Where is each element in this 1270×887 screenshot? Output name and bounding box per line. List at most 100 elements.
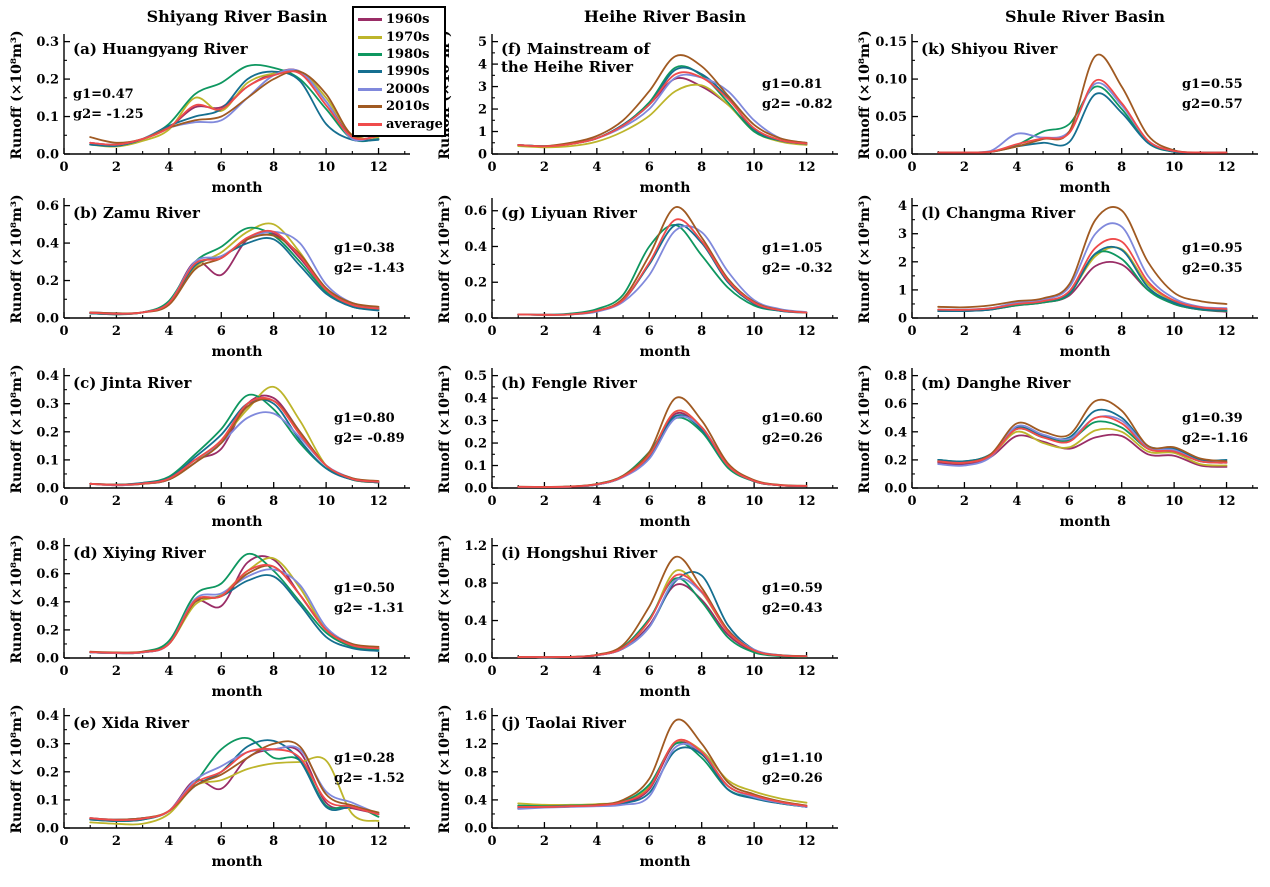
y-tick-label: 0.6 (36, 199, 59, 214)
x-tick-label: 6 (217, 664, 226, 679)
subplot-svg-b: 0 2 4 6 8 10 12 0.0 0.2 0.4 0.6 Runoff (×10⁸m³) mont… (9, 194, 410, 360)
g1-value-l: g1=0.95 (1182, 241, 1243, 256)
subplot-title-d: (d) Xiying River (73, 544, 207, 562)
x-axis-title: month (640, 854, 691, 870)
legend-label: average (386, 116, 443, 132)
y-tick-label: 2 (478, 103, 487, 118)
x-tick-label: 0 (907, 324, 916, 339)
series-line-average (937, 238, 1228, 311)
legend-item-2010s: 2010s (358, 98, 440, 115)
x-tick-label: 0 (59, 324, 68, 339)
x-tick-label: 6 (645, 834, 654, 849)
g2-value-g: g2= -0.32 (762, 261, 833, 276)
y-tick-label: 0.2 (36, 765, 59, 780)
series-line-average (937, 78, 1228, 154)
series-line-average (89, 229, 380, 315)
x-tick-label: 6 (645, 160, 654, 175)
subplot-title-h: (h) Fengle River (501, 374, 638, 392)
subplot-c: 0 2 4 6 8 10 12 0.0 0.1 0.2 0.3 0.4 Runoff (×10⁸m³) m… (8, 356, 420, 536)
subplot-title-k: (k) Shiyou River (921, 40, 1059, 58)
x-tick-label: 2 (540, 494, 549, 509)
legend-line-swatch (358, 122, 382, 126)
g1-value-c: g1=0.80 (334, 411, 395, 426)
x-tick-label: 12 (797, 494, 815, 509)
x-tick-label: 6 (217, 160, 226, 175)
y-tick-label: 0.8 (36, 539, 59, 554)
subplot-svg-m: 0 2 4 6 8 10 12 0.0 0.2 0.4 0.6 0.8 Runoff (×10⁸m³) m… (857, 364, 1258, 530)
subplot-svg-d: 0 2 4 6 8 10 12 0.0 0.2 0.4 0.6 0.8 Runoff (×10⁸m³) m… (9, 534, 410, 700)
legend-label: 1990s (386, 64, 430, 80)
subplot-title-m: (m) Danghe River (921, 374, 1072, 392)
y-axis-title: Runoff (×10⁸m³) (857, 30, 873, 159)
y-tick-label: 0.3 (36, 397, 59, 412)
x-tick-label: 0 (487, 324, 496, 339)
y-tick-label: 0.6 (884, 397, 907, 412)
x-tick-label: 2 (960, 160, 969, 175)
x-tick-label: 12 (369, 834, 387, 849)
y-tick-label: 0.0 (464, 652, 487, 667)
g1-value-g: g1=1.05 (762, 241, 823, 256)
x-tick-label: 0 (487, 834, 496, 849)
y-tick-label: 0.4 (36, 595, 59, 610)
g1-value-e: g1=0.28 (334, 751, 395, 766)
legend-line-swatch (358, 70, 382, 74)
y-tick-label: 0.2 (36, 425, 59, 440)
y-tick-label: 0.0 (464, 482, 487, 497)
x-tick-label: 4 (592, 324, 601, 339)
legend-item-1960s: 1960s (358, 11, 440, 28)
x-axis-title: month (212, 514, 263, 530)
y-axis-title: Runoff (×10⁸m³) (9, 30, 25, 159)
y-tick-label: 0.4 (464, 392, 487, 407)
y-tick-label: 0.4 (884, 425, 907, 440)
legend-label: 2010s (386, 99, 430, 115)
g1-value-d: g1=0.50 (334, 581, 395, 596)
subplot-svg-f: Heihe River Basin024681012012345Runoff (… (437, 7, 838, 196)
x-tick-label: 2 (112, 664, 121, 679)
x-tick-label: 4 (1012, 494, 1021, 509)
x-tick-label: 4 (592, 664, 601, 679)
g2-value-h: g2=0.26 (762, 431, 823, 446)
y-tick-label: 0.4 (36, 369, 59, 384)
x-axis-title: month (1060, 344, 1111, 360)
x-tick-label: 8 (697, 160, 706, 175)
legend-label: 1970s (386, 29, 430, 45)
g2-value-l: g2=0.35 (1182, 261, 1243, 276)
g1-value-f: g1=0.81 (762, 77, 823, 92)
x-tick-label: 10 (317, 160, 335, 175)
x-tick-label: 6 (217, 494, 226, 509)
x-tick-label: 4 (164, 324, 173, 339)
x-tick-label: 12 (797, 834, 815, 849)
y-tick-label: 0.3 (36, 35, 59, 50)
y-tick-label: 0.1 (464, 459, 487, 474)
legend-item-2000s: 2000s (358, 81, 440, 98)
x-tick-label: 12 (369, 324, 387, 339)
x-tick-label: 8 (269, 664, 278, 679)
x-axis-title: month (212, 180, 263, 196)
x-tick-label: 12 (797, 160, 815, 175)
g1-value-b: g1=0.38 (334, 241, 395, 256)
g1-value-k: g1=0.55 (1182, 77, 1243, 92)
y-tick-label: 0.4 (464, 793, 487, 808)
series-line-average (937, 415, 1228, 464)
x-tick-label: 12 (797, 664, 815, 679)
basin-title: Heihe River Basin (584, 7, 747, 26)
subplot-title-f: (f) Mainstream of (501, 40, 651, 58)
y-tick-label: 4 (478, 58, 487, 73)
y-tick-label: 1.2 (464, 737, 487, 752)
subplot-title-j: (j) Taolai River (501, 714, 627, 732)
x-tick-label: 8 (697, 664, 706, 679)
x-tick-label: 0 (59, 834, 68, 849)
y-tick-label: 0.2 (36, 73, 59, 88)
series-line-average (517, 573, 808, 659)
x-tick-label: 8 (697, 834, 706, 849)
subplot-svg-i: 0 2 4 6 8 10 12 0.0 0.4 0.8 1.2 Runoff (×10⁸m³) mont… (437, 534, 838, 700)
legend-item-average: average (358, 115, 443, 132)
x-tick-label: 4 (164, 664, 173, 679)
x-tick-label: 12 (369, 160, 387, 175)
x-tick-label: 10 (745, 494, 763, 509)
series-line-1970s (89, 756, 380, 826)
series-line-1980s (89, 64, 380, 147)
series-line-average (89, 396, 380, 486)
legend-line-swatch (358, 18, 382, 22)
